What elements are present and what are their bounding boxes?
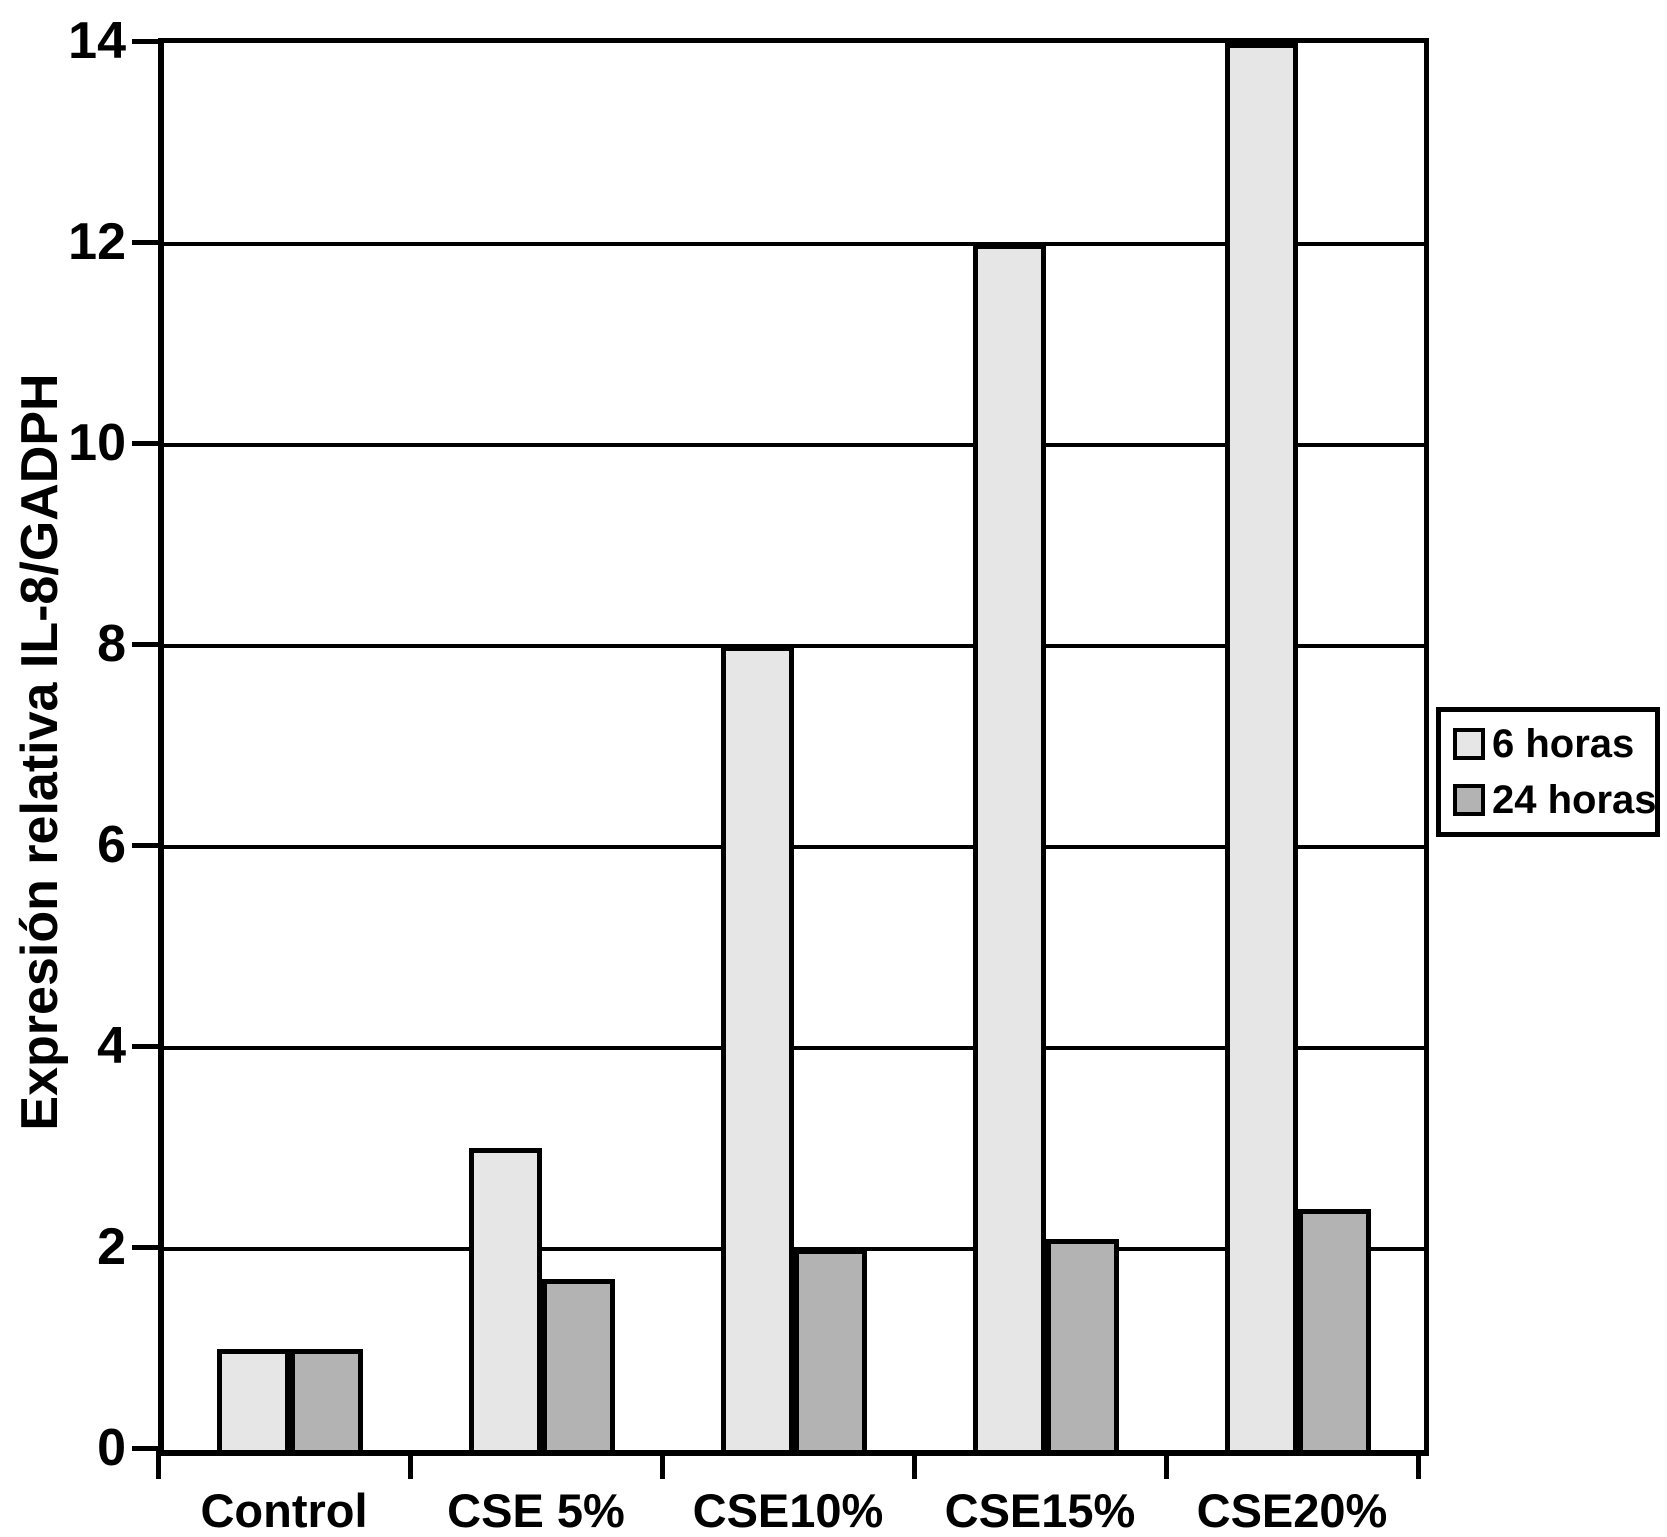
plot-area	[158, 38, 1429, 1456]
bar-cse10%-24-horas	[794, 1249, 867, 1450]
y-tick-label-8: 8	[97, 615, 126, 673]
x-category-label-cse20%: CSE20%	[1196, 1484, 1388, 1537]
bar-control-24-horas	[290, 1349, 363, 1450]
x-category-label-control: Control	[200, 1484, 368, 1537]
gridline-10	[164, 443, 1424, 447]
bar-cse-5%-24-horas	[542, 1279, 615, 1450]
y-tick-label-14: 14	[68, 12, 126, 70]
legend-item-6-horas: 6 horas	[1453, 724, 1655, 764]
y-tick-2	[132, 1244, 158, 1250]
gridline-12	[164, 242, 1424, 246]
gridline-6	[164, 845, 1424, 849]
bar-cse15%-6-horas	[973, 244, 1046, 1450]
legend-label-24-horas: 24 horas	[1492, 778, 1657, 822]
x-tick-4	[1163, 1451, 1169, 1479]
x-tick-1	[407, 1451, 413, 1479]
y-tick-10	[132, 440, 158, 446]
bar-control-6-horas	[217, 1349, 290, 1450]
legend-item-24-horas: 24 horas	[1453, 778, 1657, 822]
x-category-label-cse-5%: CSE 5%	[447, 1484, 625, 1537]
bar-cse20%-6-horas	[1225, 43, 1298, 1450]
y-tick-label-0: 0	[97, 1419, 126, 1477]
y-tick-6	[132, 842, 158, 848]
legend-swatch-24-horas-icon	[1453, 784, 1485, 816]
x-category-label-cse10%: CSE10%	[692, 1484, 884, 1537]
bar-cse10%-6-horas	[721, 646, 794, 1450]
y-tick-0	[132, 1445, 158, 1451]
y-tick-label-6: 6	[97, 816, 126, 874]
y-axis-title: Expresión relativa IL-8/GADPH	[11, 373, 69, 1131]
y-tick-12	[132, 239, 158, 245]
x-category-label-cse15%: CSE15%	[944, 1484, 1136, 1537]
y-tick-14	[132, 38, 158, 44]
x-tick-0	[155, 1451, 161, 1479]
y-tick-label-10: 10	[68, 414, 126, 472]
legend: 6 horas 24 horas	[1436, 707, 1660, 837]
x-tick-5	[1415, 1451, 1421, 1479]
x-tick-3	[911, 1451, 917, 1479]
gridline-8	[164, 644, 1424, 648]
x-tick-2	[659, 1451, 665, 1479]
y-tick-label-4: 4	[97, 1017, 126, 1075]
bar-cse20%-24-horas	[1298, 1209, 1371, 1450]
bar-cse-5%-6-horas	[469, 1148, 542, 1450]
y-tick-8	[132, 641, 158, 647]
y-tick-4	[132, 1043, 158, 1049]
legend-swatch-6-horas-icon	[1453, 728, 1485, 760]
y-tick-label-12: 12	[68, 213, 126, 271]
gridline-4	[164, 1046, 1424, 1050]
bar-cse15%-24-horas	[1046, 1239, 1119, 1450]
y-tick-label-2: 2	[97, 1218, 126, 1276]
legend-label-6-horas: 6 horas	[1492, 722, 1635, 766]
